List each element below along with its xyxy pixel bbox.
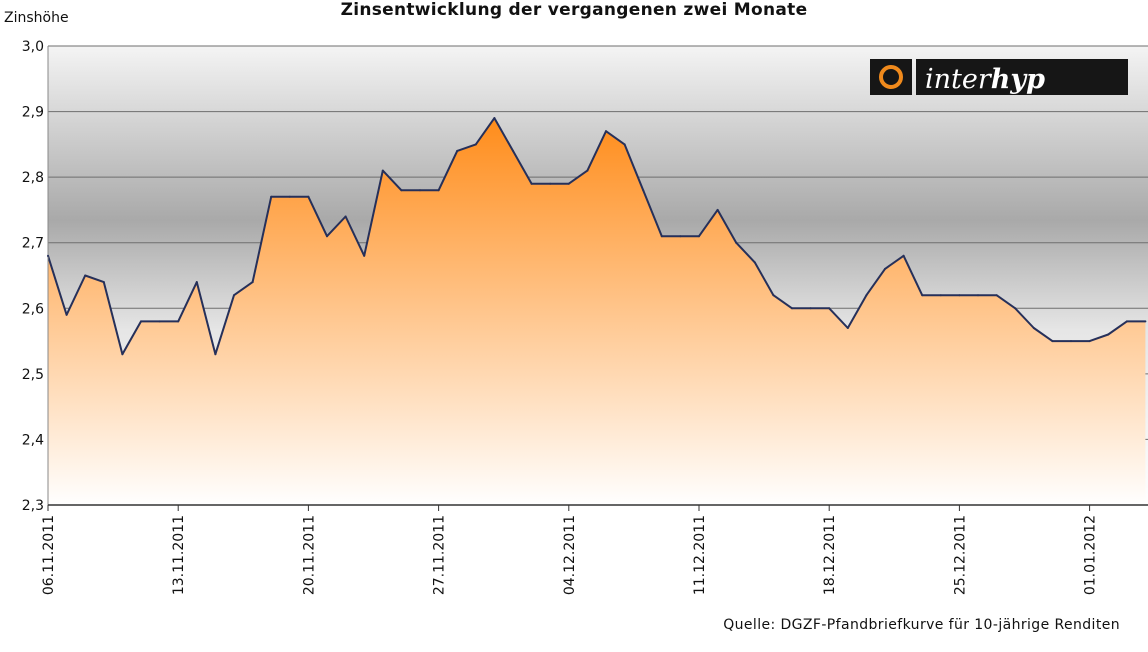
data-point: [344, 215, 347, 218]
x-tick-label: 18.12.2011: [822, 515, 838, 595]
data-point: [530, 182, 533, 185]
data-point: [977, 294, 979, 297]
data-point: [1144, 320, 1147, 323]
data-point: [512, 149, 514, 152]
svg-text:interhyp: interhyp: [925, 64, 1045, 95]
data-point: [307, 195, 310, 198]
data-point: [1088, 340, 1091, 343]
data-point: [1014, 307, 1017, 310]
data-point: [214, 353, 217, 356]
y-tick-label: 2,6: [22, 301, 44, 317]
data-point: [1051, 340, 1054, 343]
data-point: [456, 149, 459, 152]
x-tick-label: 20.11.2011: [301, 515, 317, 595]
data-point: [288, 195, 291, 198]
data-point: [828, 307, 831, 310]
y-tick-label: 2,4: [22, 432, 44, 448]
data-point: [363, 254, 366, 257]
data-point: [270, 195, 273, 198]
data-point: [1032, 327, 1035, 329]
data-point: [102, 281, 105, 284]
x-tick-label: 11.12.2011: [692, 515, 708, 595]
x-tick-label: 01.01.2012: [1083, 515, 1099, 595]
data-point: [623, 143, 626, 146]
x-tick-label: 04.12.2011: [562, 515, 578, 595]
source-note: Quelle: DGZF-Pfandbriefkurve für 10-jähr…: [723, 617, 1120, 633]
x-tick-label: 13.11.2011: [171, 515, 187, 595]
data-point: [65, 313, 68, 316]
y-tick-label: 2,7: [22, 236, 44, 252]
data-point: [995, 294, 998, 297]
logo-text-bold: hyp: [991, 64, 1045, 95]
y-tick-label: 2,9: [22, 105, 44, 121]
data-point: [846, 327, 849, 329]
data-point: [419, 189, 421, 192]
data-point: [735, 241, 738, 244]
data-point: [884, 267, 886, 270]
data-point: [251, 281, 254, 284]
data-point: [158, 320, 161, 323]
interhyp-logo: interhyp: [870, 59, 1128, 95]
y-tick-label: 3,0: [22, 39, 44, 55]
chart-title: Zinsentwicklung der vergangenen zwei Mon…: [340, 0, 808, 20]
data-point: [958, 294, 961, 297]
data-point: [939, 294, 942, 297]
data-point: [567, 182, 570, 185]
ring-icon: [879, 65, 903, 89]
logo-text-light: inter: [925, 64, 993, 95]
data-point: [437, 189, 440, 192]
data-point: [1070, 340, 1072, 343]
x-tick-label: 06.11.2011: [41, 515, 57, 595]
data-point: [326, 235, 328, 238]
data-point: [679, 235, 682, 238]
data-point: [660, 235, 663, 238]
data-point: [642, 189, 645, 192]
data-point: [921, 294, 924, 297]
data-point: [1107, 333, 1110, 336]
data-point: [381, 169, 384, 172]
data-point: [605, 130, 607, 133]
data-point: [791, 307, 793, 310]
x-tick-label: 25.12.2011: [952, 515, 968, 595]
x-tick-label: 27.11.2011: [432, 515, 448, 595]
data-point: [493, 117, 496, 120]
data-point: [47, 254, 49, 257]
series-line: [47, 117, 1146, 356]
data-point: [865, 294, 868, 297]
data-point: [84, 274, 87, 277]
data-point: [400, 189, 403, 192]
area-fill: [48, 118, 1146, 505]
data-point: [809, 307, 812, 310]
data-point: [233, 294, 235, 297]
data-point: [549, 182, 552, 185]
data-point: [140, 320, 142, 323]
data-point: [902, 254, 905, 257]
data-point: [474, 143, 477, 146]
data-point: [586, 169, 589, 172]
data-point: [177, 320, 180, 323]
data-point: [753, 261, 756, 264]
y-tick-label: 2,8: [22, 170, 44, 186]
y-tick-label: 2,3: [22, 498, 44, 514]
data-point: [195, 281, 198, 284]
data-point: [698, 235, 700, 238]
y-axis-title: Zinshöhe: [4, 10, 69, 26]
data-point: [1125, 320, 1128, 323]
y-tick-label: 2,5: [22, 367, 44, 383]
data-point: [772, 294, 775, 297]
data-point: [121, 353, 124, 356]
data-point: [716, 208, 719, 211]
